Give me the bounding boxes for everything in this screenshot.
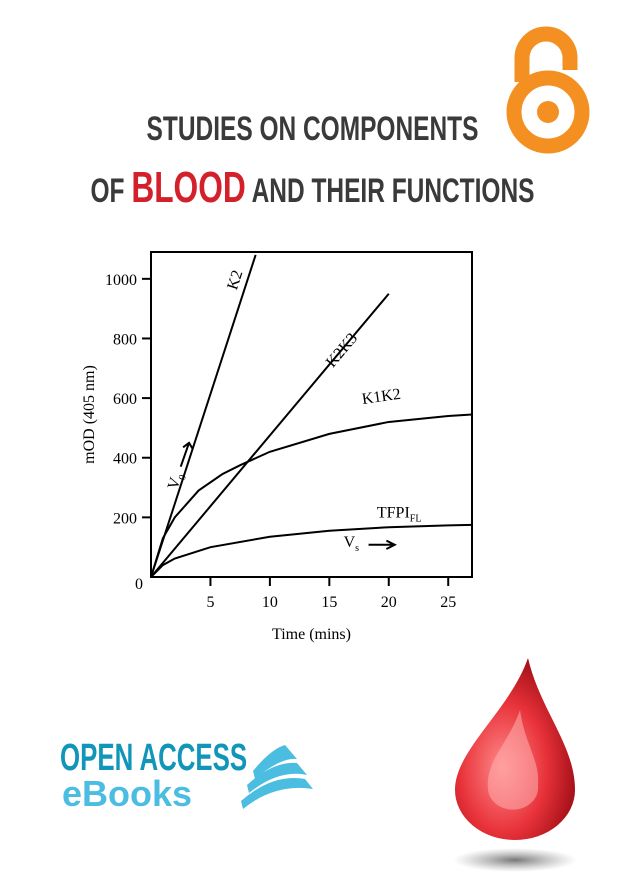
series-label-tfpi: TFPIFL (377, 504, 422, 524)
arrow-up-icon (179, 441, 194, 468)
cover-title-line1: STUDIES ON COMPONENTS (146, 110, 479, 148)
annotation-subscript: 0 (177, 474, 189, 482)
x-axis-label: Time (mins) (272, 626, 351, 643)
x-tick-label: 5 (206, 594, 214, 611)
book-icon (241, 745, 313, 809)
title-text: AND THEIR FUNCTIONS (245, 172, 535, 210)
series-line-k1k2 (150, 413, 473, 578)
title-text: OF (90, 172, 132, 210)
arrow-right-icon (368, 539, 397, 550)
blood-drop-icon (453, 658, 577, 872)
annotation-vs: Vs (344, 534, 360, 554)
y-tick-label: 800 (113, 331, 137, 348)
series-label-k2k3: K2K3 (323, 330, 361, 371)
publisher-logo: OPEN ACCESS eBooks (60, 737, 330, 817)
x-tick-label: 10 (262, 594, 278, 611)
cover-title-line2: OF BLOOD AND THEIR FUNCTIONS (87, 163, 537, 213)
y-axis-label: mOD (405 nm) (81, 365, 98, 464)
y-tick-label: 0 (135, 576, 143, 593)
y-tick-label: 1000 (105, 272, 137, 289)
logo-open-access: OPEN ACCESS (60, 737, 248, 779)
y-tick-label: 200 (113, 510, 137, 527)
chart: 5 10 15 20 25 0 200 400 600 800 1000 Time (mins) mOD… (81, 251, 473, 643)
y-tick-label: 400 (113, 451, 137, 468)
plot-frame (150, 251, 473, 578)
x-tick-label: 25 (440, 594, 456, 611)
open-access-lock-icon (506, 26, 590, 154)
series-line-k2k3 (150, 293, 390, 578)
y-tick-label: 600 (113, 391, 137, 408)
series-label-subscript: FL (410, 513, 422, 524)
series-line-k2 (150, 254, 257, 578)
title-highlight-blood: BLOOD (131, 163, 246, 212)
series-label-k1k2: K1K2 (361, 386, 402, 408)
series-label-k2: K2 (224, 268, 246, 292)
x-tick-label: 20 (381, 594, 397, 611)
series-line-tfpi (150, 523, 473, 578)
logo-ebooks: eBooks (62, 773, 193, 814)
x-tick-label: 15 (321, 594, 337, 611)
annotation-subscript: s (355, 543, 359, 554)
